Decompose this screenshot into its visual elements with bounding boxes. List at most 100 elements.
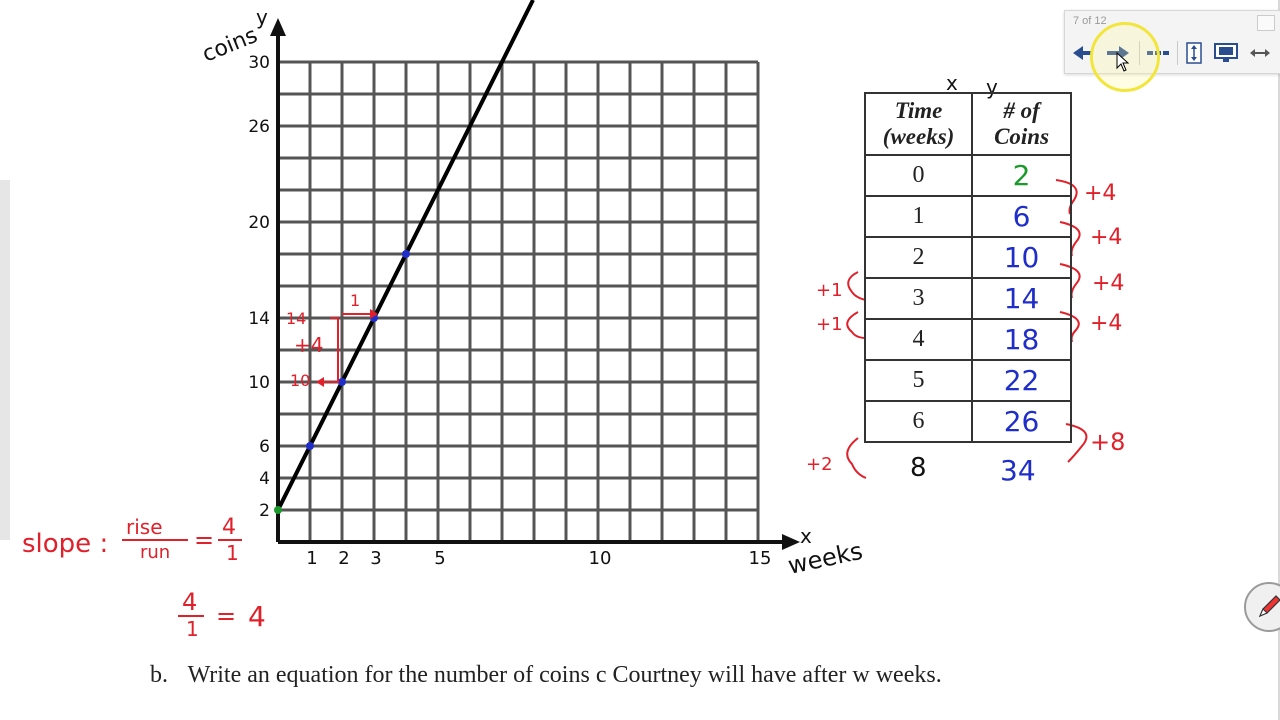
- y-tick-label: 2: [259, 501, 270, 521]
- fit-width-button[interactable]: [1245, 41, 1275, 65]
- left-increments: +1 +1 +2: [806, 271, 867, 479]
- arrow-left-icon: [1073, 46, 1093, 60]
- toolbar-separator: [1177, 41, 1178, 65]
- slope-den: 1: [226, 541, 239, 565]
- graph-point: [274, 506, 282, 514]
- extra-row-time: 8: [910, 453, 927, 483]
- coins-cell: 10: [971, 236, 1072, 279]
- left-increment-3: +2: [806, 454, 833, 475]
- y-tick-labels: 30 26 20 14 10 6 4 2: [248, 53, 270, 521]
- coins-cell: 6: [971, 195, 1072, 238]
- pen-tool-button[interactable]: [1244, 582, 1280, 632]
- y-tick-label: 4: [259, 469, 270, 489]
- header-coins: # of Coins: [971, 92, 1072, 156]
- table-row: 2 10: [863, 236, 1072, 279]
- time-cell: 5: [863, 359, 974, 402]
- table-row: 6 26: [863, 400, 1072, 443]
- x-tick-label: 2: [338, 548, 349, 569]
- viewer-toolbar: 7 of 12: [1064, 10, 1280, 74]
- monitor-icon: [1214, 43, 1238, 62]
- time-cell: 1: [863, 195, 974, 238]
- x-tick-label: 1: [306, 548, 317, 569]
- time-cell: 2: [863, 236, 974, 279]
- left-increment-1: +1: [816, 280, 843, 301]
- x-axis-letter: x: [800, 524, 812, 548]
- coins-cell: 18: [971, 318, 1072, 361]
- pen-icon: [1258, 595, 1280, 618]
- coins-cell: 26: [971, 400, 1072, 443]
- prev-page-button[interactable]: [1069, 41, 1099, 65]
- annotation-rise: +4: [294, 333, 323, 357]
- annotation-y-top: 14: [286, 309, 306, 328]
- table-x-letter: x: [946, 71, 958, 95]
- x-tick-label: 15: [749, 548, 772, 569]
- toolbar-close-button[interactable]: [1257, 15, 1275, 31]
- slope-result-den: 1: [186, 617, 199, 641]
- y-tick-label: 20: [248, 213, 270, 233]
- right-increments: +4 +4 +4 +4 +8: [1055, 179, 1125, 463]
- slope-rise: rise: [126, 515, 163, 539]
- y-tick-label: 6: [259, 437, 270, 457]
- table-row: 4 18: [863, 318, 1072, 361]
- slope-equals: =: [194, 526, 214, 554]
- x-axis-label: weeks: [785, 537, 865, 580]
- x-tick-label: 3: [370, 548, 381, 569]
- horizontal-arrows-icon: [1250, 49, 1270, 57]
- table-row: 1 6: [863, 195, 1072, 238]
- y-tick-label: 14: [248, 309, 270, 329]
- table-row: 5 22: [863, 359, 1072, 402]
- slope-result-num: 4: [182, 588, 197, 616]
- question-b: b. Write an equation for the number of c…: [150, 662, 942, 689]
- annotation-run: 1: [350, 291, 360, 310]
- increment-2: +4: [1090, 225, 1122, 250]
- x-tick-labels: 1 2 3 5 10 15: [306, 548, 771, 569]
- left-edge-strip: [0, 180, 10, 540]
- rise-run-annotation: 14 +4 10 1: [286, 291, 378, 390]
- slope-run: run: [140, 542, 170, 563]
- table-row: 0 2: [863, 154, 1072, 197]
- graph-point: [402, 250, 410, 258]
- extra-row-coins: 34: [1000, 454, 1036, 487]
- fit-page-icon: [1186, 42, 1202, 64]
- graph-point: [338, 378, 346, 386]
- increment-4: +4: [1090, 311, 1122, 336]
- coins-cell: 14: [971, 277, 1072, 320]
- right-edge-strip: [1278, 0, 1280, 720]
- fit-height-button[interactable]: [1179, 41, 1209, 65]
- annotation-y-bottom: 10: [290, 371, 310, 390]
- increment-1: +4: [1084, 181, 1116, 206]
- data-table-container: Time (weeks) # of Coins 0 2 1 6 2 10 3 1…: [863, 92, 1072, 443]
- graph-points: [274, 250, 410, 514]
- fullscreen-button[interactable]: [1211, 41, 1241, 65]
- table-row: 3 14: [863, 277, 1072, 320]
- x-tick-label: 5: [434, 548, 445, 569]
- header-time: Time (weeks): [863, 92, 974, 156]
- y-tick-label: 10: [248, 373, 270, 393]
- page-indicator: 7 of 12: [1073, 15, 1107, 27]
- time-cell: 4: [863, 318, 974, 361]
- ellipsis-icon: [1147, 51, 1169, 55]
- graph-axes: [270, 18, 800, 550]
- graph-point: [306, 442, 314, 450]
- mouse-pointer-icon: [1116, 52, 1130, 72]
- coins-cell: 2: [971, 154, 1072, 197]
- question-label: b.: [150, 662, 168, 688]
- slope-num: 4: [222, 515, 236, 540]
- slope-result-equals: =: [216, 602, 236, 630]
- more-options-button[interactable]: [1143, 41, 1173, 65]
- y-tick-label: 26: [248, 117, 270, 137]
- time-cell: 0: [863, 154, 974, 197]
- slope-result: 4: [248, 600, 266, 633]
- left-increment-2: +1: [816, 314, 843, 335]
- increment-3: +4: [1092, 271, 1124, 296]
- increment-5: +8: [1090, 428, 1125, 456]
- slope-calculation: slope : rise run = 4 1 4 1 = 4: [22, 515, 266, 641]
- y-axis-letter: y: [256, 5, 268, 29]
- time-cell: 6: [863, 400, 974, 443]
- toolbar-separator: [1139, 41, 1140, 65]
- time-cell: 3: [863, 277, 974, 320]
- coins-cell: 22: [971, 359, 1072, 402]
- x-tick-label: 10: [589, 548, 612, 569]
- slope-label: slope :: [22, 529, 108, 559]
